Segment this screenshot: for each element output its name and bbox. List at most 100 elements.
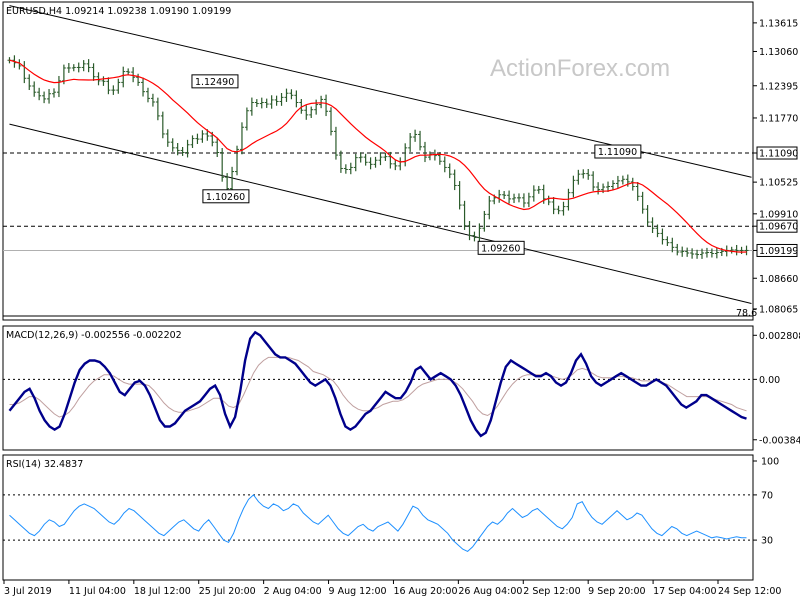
x-axis-tick-label: 16 Aug 20:00 xyxy=(393,586,457,597)
price-bar xyxy=(358,152,363,163)
price-bar xyxy=(170,138,175,152)
x-axis-tick-label: 3 Jul 2019 xyxy=(4,586,52,597)
price-bar xyxy=(185,139,190,158)
price-bar xyxy=(324,94,329,117)
price-callout: 1.09260 xyxy=(477,240,525,255)
price-bar xyxy=(244,107,249,131)
price-bar xyxy=(195,133,200,145)
price-bar xyxy=(665,236,670,246)
price-bar xyxy=(259,97,264,109)
price-y-tick-label: 1.10525 xyxy=(759,178,798,189)
price-bar xyxy=(521,193,526,208)
price-bar xyxy=(136,73,141,86)
price-bar xyxy=(581,169,586,179)
price-bar xyxy=(675,243,680,256)
price-bar xyxy=(101,76,106,86)
price-bar xyxy=(230,166,235,194)
price-bar xyxy=(239,122,244,155)
price-bar xyxy=(635,182,640,201)
x-axis-tick-label: 11 Jul 04:00 xyxy=(69,586,126,597)
price-callout-label: 1.10260 xyxy=(206,192,245,203)
price-bar xyxy=(704,247,709,258)
x-axis-tick-label: 25 Jul 20:00 xyxy=(199,586,256,597)
price-bar xyxy=(27,74,32,91)
price-bar xyxy=(670,237,675,253)
price-callout-label: 1.09260 xyxy=(481,243,520,254)
price-bar xyxy=(81,60,86,72)
price-bar xyxy=(378,152,383,166)
price-bar xyxy=(561,201,566,216)
price-bar xyxy=(338,150,343,173)
price-bar xyxy=(680,246,685,257)
price-bar xyxy=(254,99,259,107)
price-y-highlight-box xyxy=(756,219,798,233)
price-bar xyxy=(393,159,398,171)
x-axis-tick-label: 2 Aug 04:00 xyxy=(264,586,322,597)
x-axis-tick-label: 17 Sep 04:00 xyxy=(653,586,716,597)
price-bar xyxy=(329,107,334,136)
price-bar xyxy=(744,245,749,256)
price-y-tick-label: 1.08660 xyxy=(759,274,798,285)
price-chart-title: EURUSD,H4 1.09214 1.09238 1.09190 1.0919… xyxy=(6,6,231,17)
price-bar xyxy=(709,248,714,258)
price-bar xyxy=(319,95,324,109)
price-bar xyxy=(507,190,512,204)
price-bar xyxy=(249,97,254,116)
price-bar xyxy=(502,191,507,200)
price-bar xyxy=(160,111,165,139)
price-bar xyxy=(215,137,220,157)
rsi-y-tick-label: 100 xyxy=(761,457,779,468)
price-bar xyxy=(150,93,155,107)
price-bar xyxy=(111,85,116,95)
price-bar xyxy=(640,191,645,214)
price-bar xyxy=(556,205,561,215)
price-bar xyxy=(106,77,111,95)
price-bar xyxy=(235,145,240,176)
macd-line xyxy=(8,330,747,438)
price-bar xyxy=(71,64,76,72)
rsi-chart-title: RSI(14) 32.4837 xyxy=(6,459,83,470)
price-bar xyxy=(368,157,373,170)
price-bar xyxy=(86,59,91,73)
price-bar xyxy=(348,162,353,175)
x-axis-tick-label: 26 Aug 04:00 xyxy=(458,586,522,597)
price-bar xyxy=(51,88,56,98)
price-bar xyxy=(650,217,655,233)
price-bar xyxy=(551,197,556,215)
price-y-highlight-box xyxy=(756,243,798,257)
price-bar xyxy=(526,192,531,208)
price-bar xyxy=(606,181,611,192)
price-bar xyxy=(422,141,427,163)
price-bar xyxy=(615,175,620,189)
price-bar xyxy=(571,175,576,198)
price-y-tick-label: 1.09910 xyxy=(759,209,798,220)
price-bar xyxy=(42,91,47,104)
price-bar xyxy=(690,248,695,259)
price-y-tick-label: 1.12395 xyxy=(759,81,798,92)
moving-average-line xyxy=(9,59,747,253)
price-bar xyxy=(403,143,408,167)
price-callout-label: 1.11090 xyxy=(598,147,637,158)
price-callout: 1.12490 xyxy=(191,74,239,89)
price-bar xyxy=(220,148,225,182)
rsi-panel-frame xyxy=(2,454,754,581)
price-y-tick-label: 1.11090 xyxy=(759,149,798,160)
price-bar xyxy=(457,181,462,210)
price-bar xyxy=(413,129,418,142)
price-y-tick-label: 1.09670 xyxy=(759,222,798,233)
price-bar xyxy=(264,98,269,108)
price-bar xyxy=(467,221,472,241)
price-bar xyxy=(116,78,121,94)
price-bar xyxy=(655,224,660,238)
price-bar xyxy=(398,157,403,171)
price-bar xyxy=(685,247,690,257)
price-bar xyxy=(660,228,665,245)
price-bar xyxy=(447,163,452,179)
price-bar xyxy=(586,168,591,180)
price-bar xyxy=(190,135,195,148)
price-bar xyxy=(739,246,744,255)
price-callout: 1.10260 xyxy=(202,189,250,204)
macd-y-tick-label: -0.003848 xyxy=(759,435,800,446)
